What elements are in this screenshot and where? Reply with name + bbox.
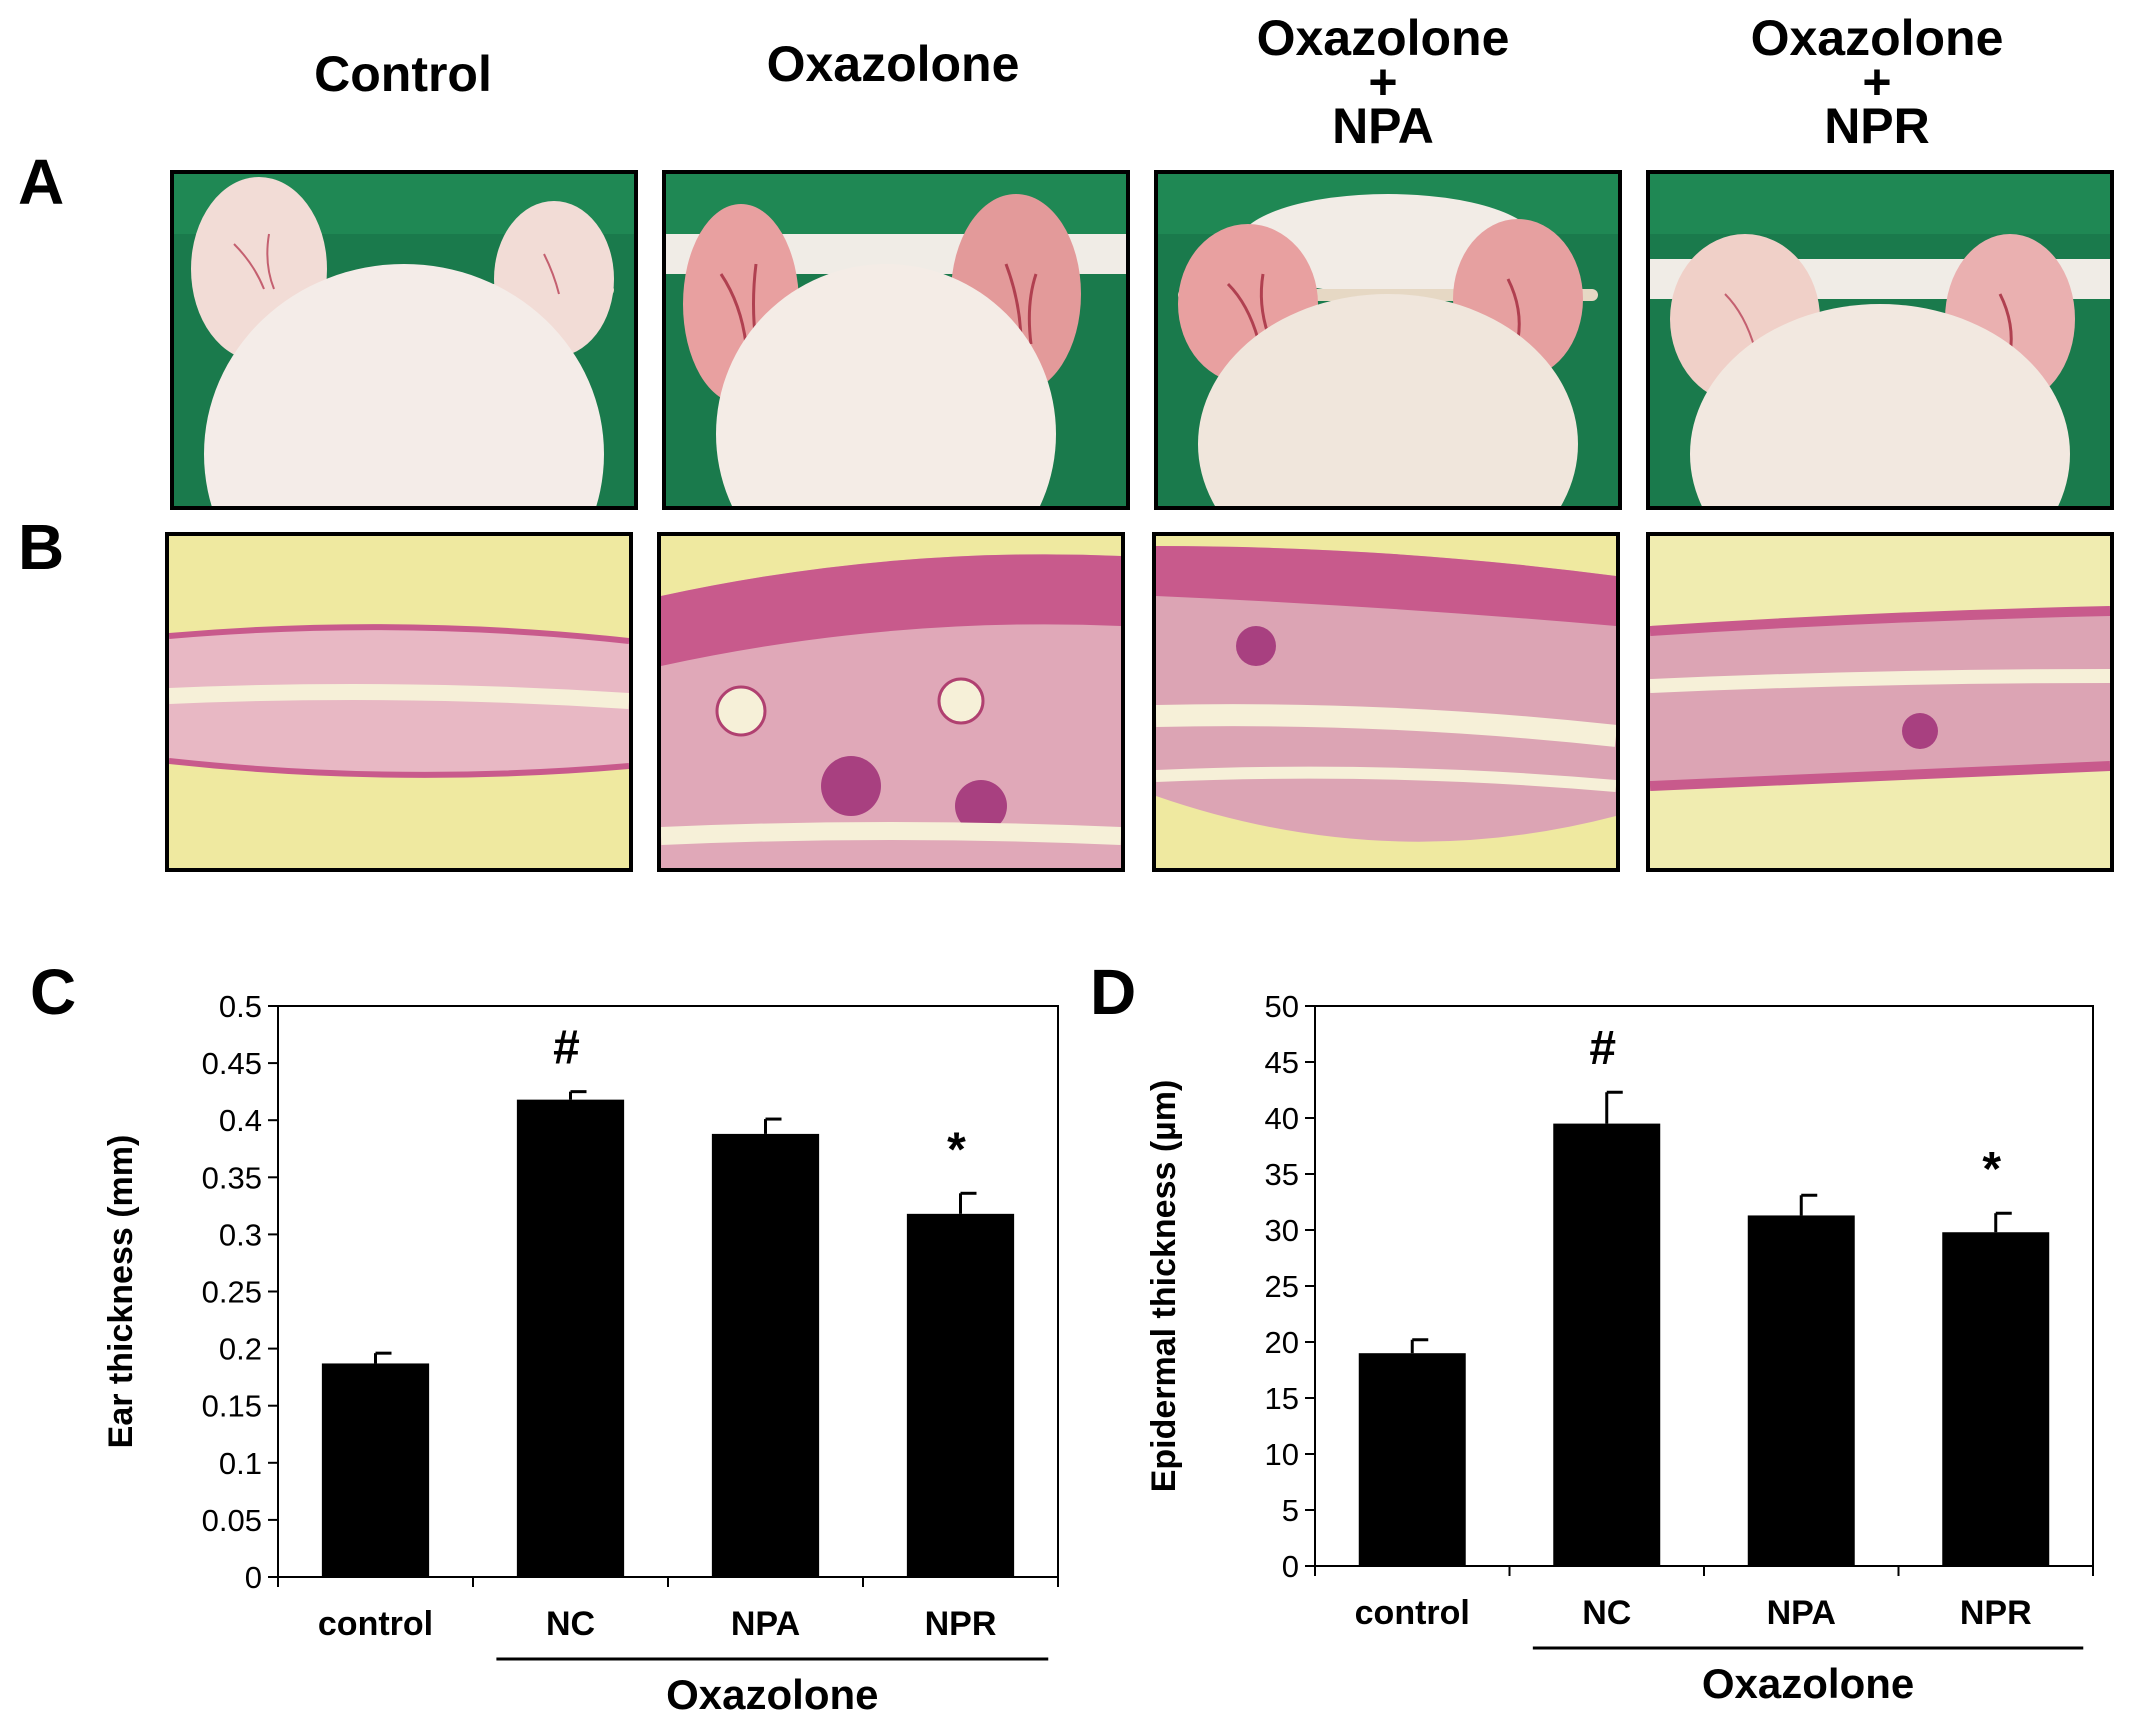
- ear-photo-oxazolone: [662, 170, 1130, 510]
- y-tick-label: 5: [1282, 1493, 1299, 1528]
- y-tick-label: 40: [1265, 1101, 1299, 1136]
- significance-marker: *: [1982, 1143, 2001, 1196]
- panel-label-c: C: [30, 956, 77, 1028]
- epidermal-thickness-chart: 0 5 10 15 20 25 30 35 40 45 50 control NC # NPA NPR * Oxa…: [1145, 989, 2094, 1707]
- ear-photo-oxazolone-illustration: [666, 174, 1126, 506]
- bar-npr: [906, 1213, 1015, 1577]
- histology-oxazolone-npa: [1152, 532, 1620, 872]
- histology-control: [165, 532, 633, 872]
- y-tick-label: 0.5: [219, 989, 262, 1024]
- x-tick-label: NPA: [1767, 1594, 1836, 1632]
- y-tick-label: 0.45: [202, 1046, 262, 1081]
- x-tick-label: NPR: [1960, 1594, 2032, 1632]
- bar-control: [321, 1363, 430, 1577]
- y-tick-label: 30: [1265, 1213, 1299, 1248]
- panel-label-b: B: [18, 511, 65, 583]
- column-header-line: +: [1368, 54, 1398, 110]
- column-header-oxazolone: Oxazolone: [658, 36, 1128, 92]
- significance-marker: *: [947, 1123, 966, 1176]
- x-tick-label: NPR: [925, 1605, 997, 1643]
- column-header-line: +: [1862, 54, 1892, 110]
- y-tick-label: 0.3: [219, 1217, 262, 1252]
- y-tick-label: 0: [245, 1560, 262, 1595]
- column-header-line: NPA: [1332, 98, 1434, 154]
- ear-photo-oxazolone-npa: [1154, 170, 1622, 510]
- bar-npa: [1747, 1215, 1855, 1566]
- y-tick-label: 25: [1265, 1269, 1299, 1304]
- ear-photo-oxazolone-npr-illustration: [1650, 174, 2110, 506]
- column-header-line: Oxazolone: [1750, 10, 2004, 66]
- y-axis-label: Epidermal thickness (µm): [1145, 1080, 1183, 1493]
- y-tick-label: 15: [1265, 1381, 1299, 1416]
- column-header-line: Oxazolone: [1256, 10, 1510, 66]
- significance-marker: #: [553, 1022, 580, 1075]
- histology-oxazolone-npr-illustration: [1650, 536, 2110, 868]
- column-header-line: Oxazolone: [766, 36, 1020, 92]
- histology-oxazolone-illustration: [661, 536, 1121, 868]
- y-tick-label: 0.15: [202, 1389, 262, 1424]
- histology-control-illustration: [169, 536, 629, 868]
- panel-label-d: D: [1090, 956, 1137, 1028]
- bar-npr: [1942, 1232, 2050, 1566]
- column-header-line: NPR: [1824, 98, 1930, 154]
- y-tick-label: 0.05: [202, 1503, 262, 1538]
- ear-photo-oxazolone-npa-illustration: [1158, 174, 1618, 506]
- x-tick-label: control: [318, 1605, 433, 1643]
- histology-oxazolone-npr: [1646, 532, 2114, 872]
- panel-label-a: A: [18, 146, 65, 218]
- y-tick-label: 35: [1265, 1157, 1299, 1192]
- y-axis-label: Ear thickness (mm): [102, 1135, 140, 1449]
- ear-photo-control-illustration: [174, 174, 634, 506]
- group-label: Oxazolone: [666, 1671, 878, 1718]
- x-tick-label: NC: [1582, 1594, 1631, 1632]
- y-tick-label: 0.4: [219, 1103, 262, 1138]
- bar-nc: [516, 1099, 625, 1577]
- column-header-line: Control: [314, 46, 492, 102]
- y-tick-label: 50: [1265, 989, 1299, 1024]
- ear-thickness-chart: 0 0.05 0.1 0.15 0.2 0.25 0.3 0.35 0.4 0.45 0.5 cont…: [102, 989, 1059, 1718]
- x-tick-label: control: [1355, 1594, 1470, 1632]
- x-tick-label: NC: [546, 1605, 595, 1643]
- column-header-oxazolone-npr: Oxazolone + NPR: [1642, 10, 2112, 154]
- y-tick-label: 20: [1265, 1325, 1299, 1360]
- x-tick-label: NPA: [731, 1605, 800, 1643]
- y-tick-label: 10: [1265, 1437, 1299, 1472]
- bar-npa: [711, 1133, 820, 1577]
- ear-photo-oxazolone-npr: [1646, 170, 2114, 510]
- bar-nc: [1553, 1123, 1661, 1566]
- ear-photo-control: [170, 170, 638, 510]
- group-label: Oxazolone: [1702, 1660, 1914, 1707]
- y-tick-label: 0: [1282, 1549, 1299, 1584]
- y-tick-label: 45: [1265, 1045, 1299, 1080]
- y-tick-label: 0.1: [219, 1446, 262, 1481]
- bar-control: [1358, 1353, 1466, 1566]
- column-header-oxazolone-npa: Oxazolone + NPA: [1148, 10, 1618, 154]
- y-tick-label: 0.2: [219, 1332, 262, 1367]
- histology-oxazolone-npa-illustration: [1156, 536, 1616, 868]
- y-tick-label: 0.25: [202, 1275, 262, 1310]
- significance-marker: #: [1589, 1022, 1616, 1075]
- histology-oxazolone: [657, 532, 1125, 872]
- column-header-control: Control: [168, 46, 638, 102]
- y-tick-label: 0.35: [202, 1160, 262, 1195]
